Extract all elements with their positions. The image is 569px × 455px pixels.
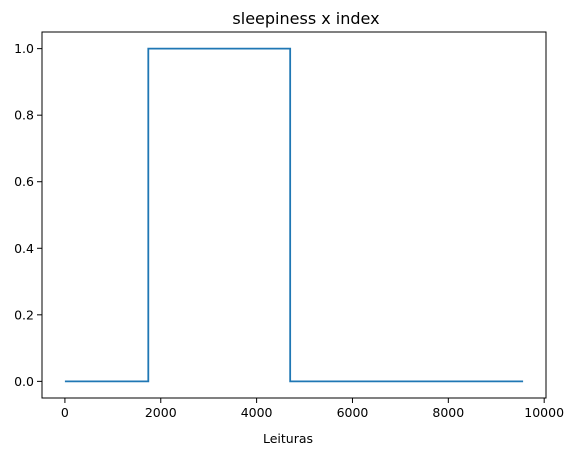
y-tick-label: 0.2 [14, 307, 34, 322]
y-tick-label: 0.6 [14, 174, 34, 189]
y-tick-label: 1.0 [14, 41, 34, 56]
x-tick-label: 2000 [145, 405, 177, 420]
y-axis: 0.0 0.2 0.4 0.6 0.8 1.0 [14, 41, 42, 389]
series-line [64, 47, 524, 383]
y-tick-label: 0.8 [14, 108, 34, 123]
x-tick-label: 4000 [241, 405, 273, 420]
y-tick-label: 0.4 [14, 241, 34, 256]
plot-frame [41, 31, 547, 399]
x-tick-label: 10000 [524, 405, 564, 420]
x-tick-label: 6000 [337, 405, 369, 420]
x-axis: 0 2000 4000 6000 8000 10000 [61, 398, 564, 420]
x-tick-label: 8000 [432, 405, 464, 420]
y-tick-label: 0.0 [14, 374, 34, 389]
x-axis-label: Leituras [263, 431, 313, 446]
chart-title: sleepiness x index [232, 9, 379, 28]
x-tick-label: 0 [61, 405, 69, 420]
